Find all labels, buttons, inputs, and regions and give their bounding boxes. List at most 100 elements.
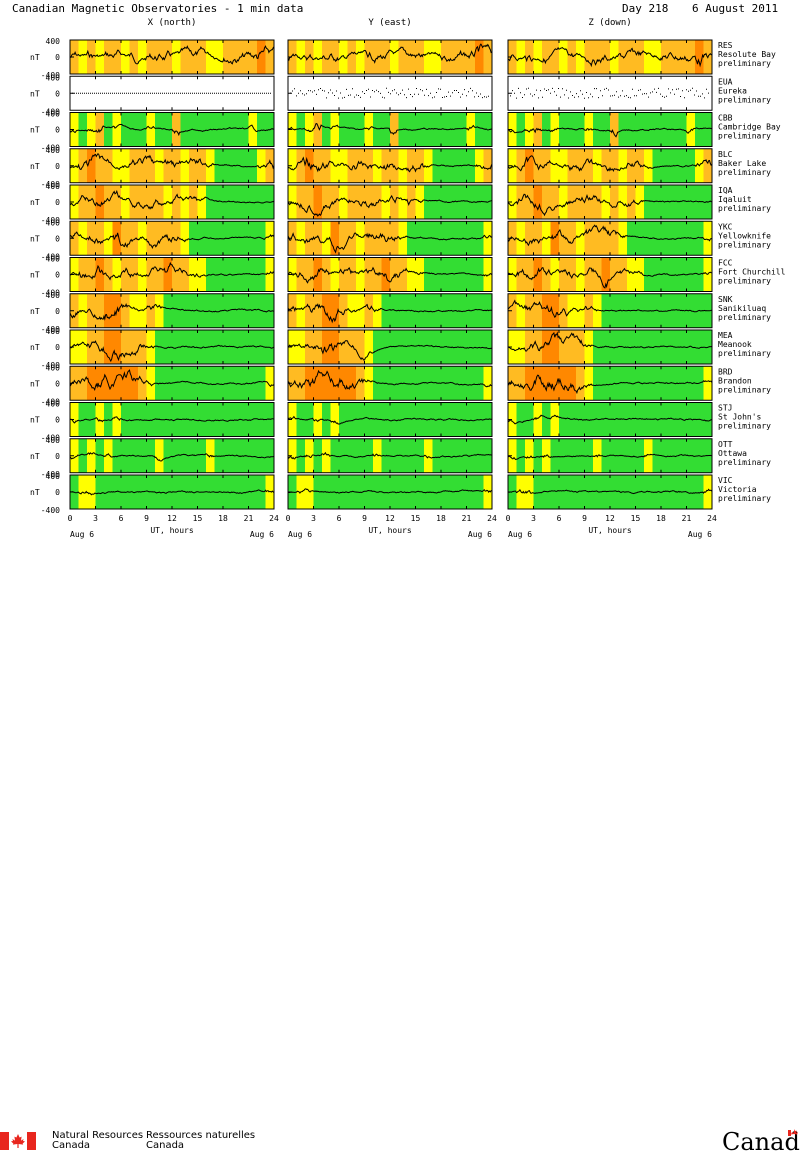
data-trace [507,453,712,461]
activity-band [525,76,534,111]
activity-band [678,76,687,111]
activity-band [635,402,645,437]
activity-band [95,257,105,292]
activity-band [129,293,139,328]
activity-band [415,330,425,364]
activity-band [424,257,433,292]
x-tick-label: 6 [337,514,342,523]
x-tick-label: 3 [93,514,98,523]
activity-band [669,40,679,74]
activity-band [475,112,484,147]
y-tick-label: 0 [55,53,60,62]
activity-band [121,221,130,256]
activity-band [407,112,416,147]
activity-band [288,76,297,111]
y-tick-label: -400 [41,397,60,406]
x-tick-label: 9 [144,514,149,523]
activity-band [610,112,619,147]
activity-band [313,293,323,328]
activity-band [104,438,113,473]
x-tick-label: 21 [682,514,692,523]
activity-band [695,76,704,111]
activity-band [155,293,164,328]
unit-label: nT [30,198,40,207]
activity-band [466,76,476,111]
activity-band [138,293,147,328]
activity-band [483,330,493,364]
activity-band [296,40,306,74]
y-tick-label: -400 [41,289,60,298]
activity-band [584,293,594,328]
activity-band [441,76,450,111]
activity-band [559,40,568,74]
activity-band [483,475,493,509]
activity-band [265,366,275,401]
activity-band [533,221,543,256]
activity-band [330,293,340,328]
data-trace [507,127,713,138]
activity-band [584,330,594,364]
activity-band [525,366,534,401]
activity-band [288,438,297,473]
activity-band [483,366,493,401]
activity-band [559,366,568,401]
activity-band [576,293,585,328]
activity-band [104,40,113,74]
activity-band [516,185,526,219]
activity-band [197,330,207,364]
activity-band [475,366,484,401]
y-tick-label: 0 [55,307,60,316]
activity-band [407,40,416,74]
data-trace [290,87,489,99]
activity-band [129,40,139,74]
activity-band [155,148,164,183]
activity-band [240,330,249,364]
activity-band [364,40,374,74]
activity-band [567,330,577,364]
activity-band [533,475,543,509]
canada-wordmark-logo: Canada [722,1128,800,1154]
activity-band [112,40,122,74]
activity-band [432,221,442,256]
data-trace [287,451,493,460]
activity-band [516,257,526,292]
activity-band [559,438,568,473]
activity-band [104,112,113,147]
activity-band [644,76,653,111]
activity-band [576,76,585,111]
activity-band [407,76,416,111]
activity-band [231,402,241,437]
data-trace [69,189,275,210]
activity-band [508,185,517,219]
data-trace [287,156,493,173]
activity-band [398,76,408,111]
canada-flag-icon [0,1132,36,1150]
activity-band [248,438,258,473]
activity-band [678,185,687,219]
activity-band [635,438,645,473]
activity-band [347,293,357,328]
y-tick-label: -400 [41,434,60,443]
activity-band [248,330,258,364]
activity-band [356,221,365,256]
station-status: preliminary [718,494,771,503]
y-tick-label: 0 [55,126,60,135]
activity-band [441,257,450,292]
activity-band [627,402,636,437]
y-tick-label: 400 [46,146,61,155]
activity-band [339,366,348,401]
station-name: Meanook [718,340,752,349]
activity-band [129,366,139,401]
x-tick-label: 6 [119,514,124,523]
activity-band [313,257,323,292]
activity-band [652,438,662,473]
activity-band [618,76,628,111]
activity-band [339,293,348,328]
activity-band [584,221,594,256]
activity-band [214,293,224,328]
activity-band [87,112,96,147]
activity-band [313,185,323,219]
activity-band [155,257,164,292]
data-trace [69,45,275,65]
